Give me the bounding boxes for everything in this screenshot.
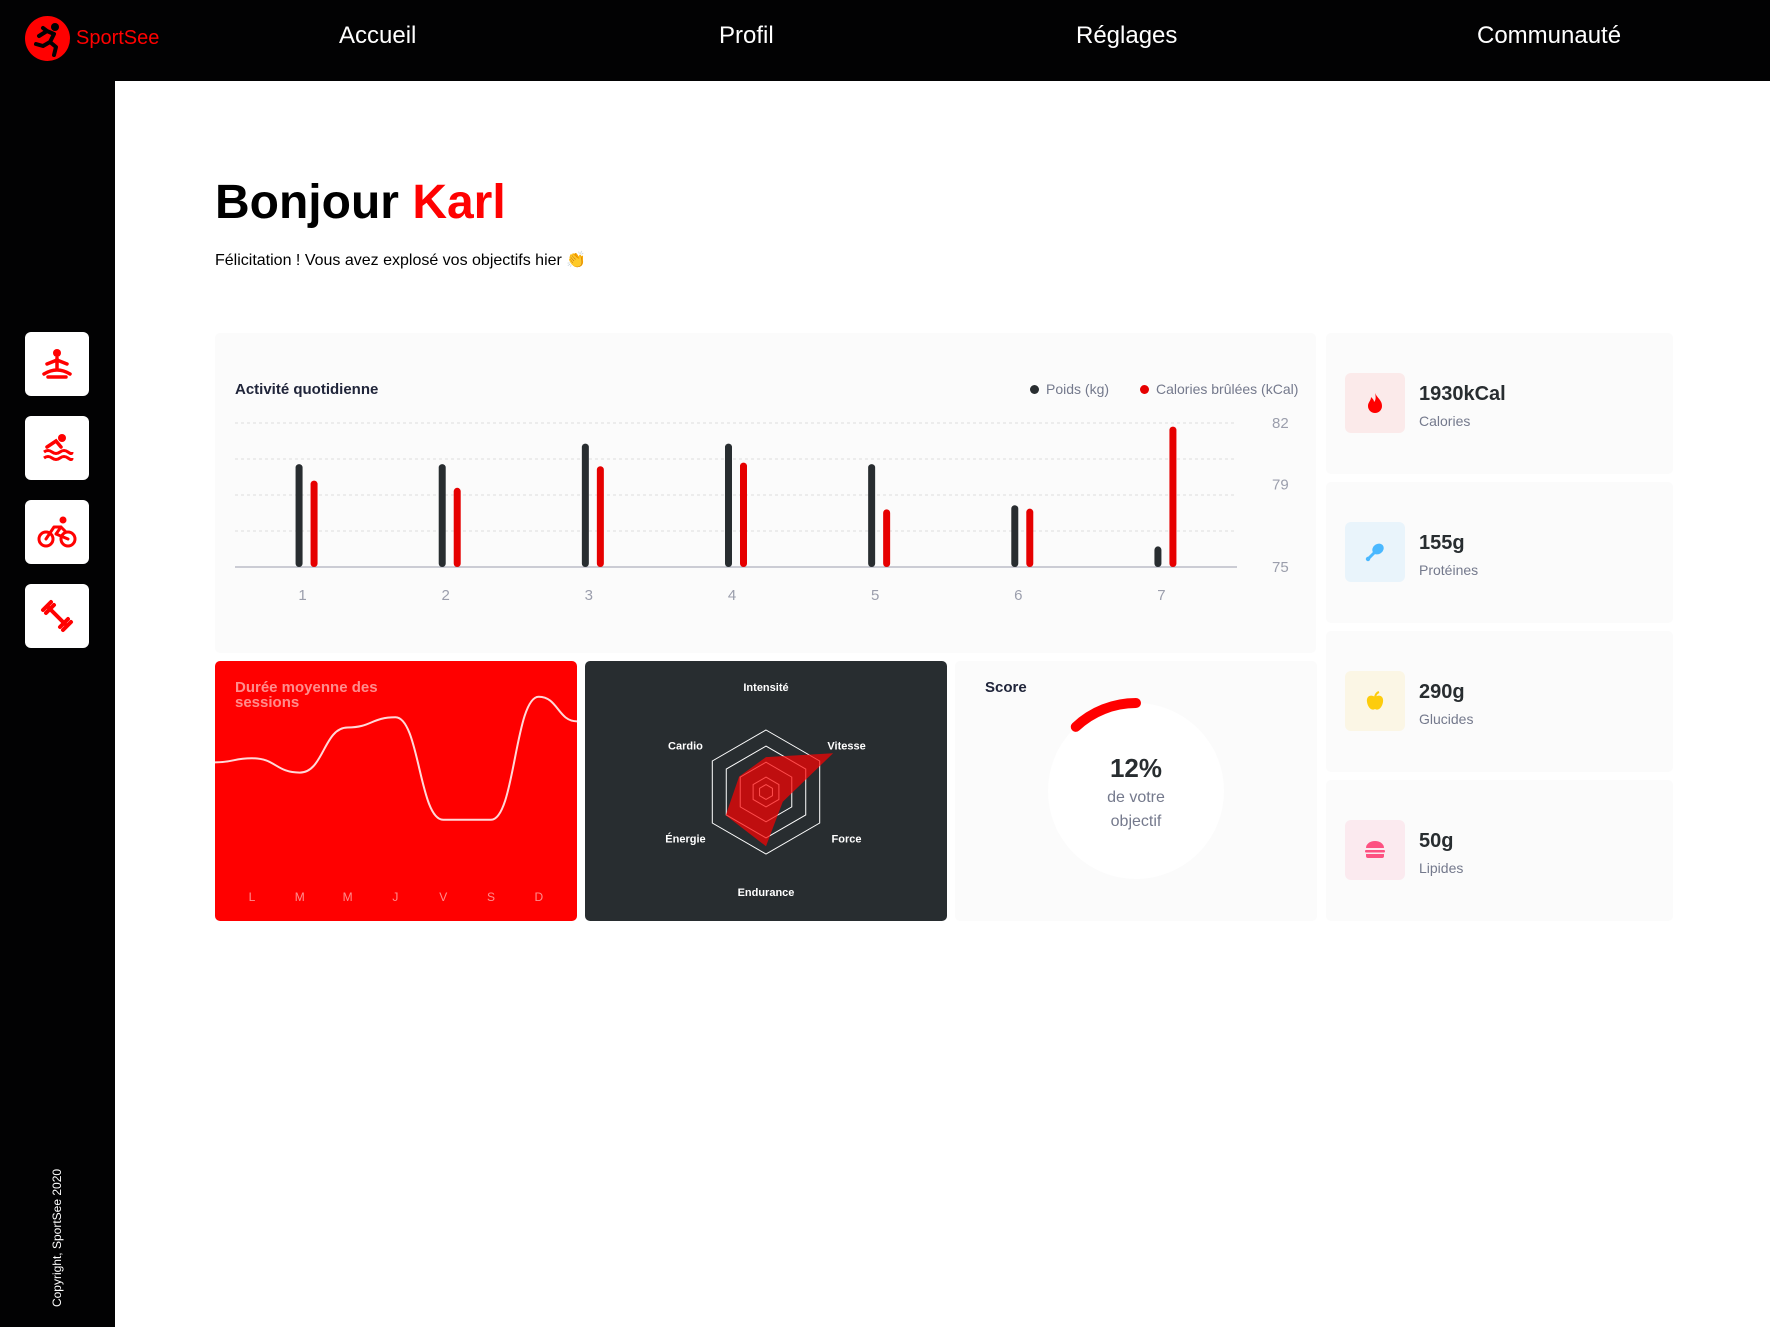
calories-value: 1930kCal <box>1419 383 1506 405</box>
key-card-carbs: 290g Glucides <box>1326 631 1673 772</box>
logo[interactable]: SportSee <box>25 15 159 61</box>
proteins-label: Protéines <box>1419 562 1479 578</box>
key-card-calories: 1930kCal Calories <box>1326 333 1673 474</box>
nav-communaute[interactable]: Communauté <box>1477 22 1622 49</box>
nav-accueil[interactable]: Accueil <box>339 22 417 49</box>
carbs-value: 290g <box>1419 681 1465 703</box>
score-line1: de votre <box>1107 789 1165 806</box>
legend-calories: Calories brûlées (kCal) <box>1140 381 1298 397</box>
day-label: M <box>343 890 353 904</box>
daily-activity-chart: Activité quotidienne Poids (kg) Calories… <box>215 333 1316 653</box>
radar-axis-label: Cardio <box>668 741 703 753</box>
sidebar-yoga-button[interactable] <box>25 332 89 396</box>
performance-radar-chart: Intensité Vitesse Force Endurance Énergie Car… <box>585 661 947 921</box>
carbs-label: Glucides <box>1419 711 1474 727</box>
weight-bar <box>725 443 732 567</box>
radar-plot: Intensité Vitesse Force Endurance Énergie Car… <box>665 682 865 899</box>
sidebar-dumbbell-button[interactable] <box>25 584 89 648</box>
x-tick-label: 7 <box>1157 587 1165 604</box>
activity-plot: 75 79 82 1 2 3 4 5 6 7 <box>235 415 1289 604</box>
x-tick-label: 6 <box>1014 587 1022 604</box>
key-card-lipids: 50g Lipides <box>1326 780 1673 921</box>
lipids-label: Lipides <box>1419 860 1464 876</box>
yoga-icon <box>42 349 72 379</box>
radar-axis-label: Intensité <box>743 682 788 694</box>
legend-weight: Poids (kg) <box>1030 381 1109 397</box>
day-label: V <box>439 890 447 904</box>
lipids-value: 50g <box>1419 830 1454 852</box>
copyright-text: Copyright, SportSee 2020 <box>50 1168 64 1308</box>
greeting-word: Bonjour <box>215 176 399 229</box>
x-tick-label: 1 <box>298 587 306 604</box>
legend-weight-label: Poids (kg) <box>1046 381 1110 397</box>
x-tick-label: 2 <box>442 587 450 604</box>
radar-area <box>725 753 834 847</box>
apple-icon <box>1345 671 1405 731</box>
weight-bar <box>438 464 446 567</box>
nav-profil[interactable]: Profil <box>719 22 774 49</box>
y-tick-label: 79 <box>1272 477 1289 494</box>
sidebar: Copyright, SportSee 2020 <box>0 81 115 1327</box>
user-name: Karl <box>412 176 506 229</box>
page-title: Bonjour Karl <box>215 175 506 230</box>
calories-bar <box>740 462 747 567</box>
weight-bar <box>868 464 876 567</box>
y-tick-label: 75 <box>1272 559 1289 576</box>
score-line2: objectif <box>1110 813 1162 830</box>
calories-label: Calories <box>1419 413 1471 429</box>
radar-axis-label: Endurance <box>738 887 795 899</box>
weight-bar <box>1154 546 1162 567</box>
x-tick-label: 3 <box>585 587 593 604</box>
chicken-icon <box>1345 522 1405 582</box>
calories-bar <box>453 487 461 567</box>
radar-axis-label: Énergie <box>665 833 705 846</box>
cycling-icon <box>37 516 77 548</box>
score-title: Score <box>985 679 1027 696</box>
calories-bar <box>1026 508 1034 567</box>
day-label: M <box>295 890 305 904</box>
calories-bar <box>310 480 318 567</box>
score-progress-arc <box>1070 698 1141 732</box>
sidebar-cycling-button[interactable] <box>25 500 89 564</box>
weight-bar <box>1011 505 1019 567</box>
score-value: 12% <box>1109 753 1163 783</box>
proteins-value: 155g <box>1419 532 1465 554</box>
top-navbar: SportSee Accueil Profil Réglages Communa… <box>0 0 1770 81</box>
score-chart: Score 12% de votre objectif <box>955 661 1317 921</box>
radar-axis-label: Force <box>832 834 862 846</box>
calories-dot-icon <box>1140 384 1149 394</box>
sessions-title: Durée moyenne des sessions <box>235 679 378 711</box>
key-card-proteins: 155g Protéines <box>1326 482 1673 623</box>
x-tick-label: 5 <box>871 587 879 604</box>
nav-reglages[interactable]: Réglages <box>1076 22 1178 49</box>
calories-bar <box>596 466 604 567</box>
day-label: L <box>249 890 256 904</box>
dumbbell-icon <box>41 600 73 632</box>
score-ring <box>1048 698 1224 879</box>
swimming-icon <box>43 434 74 461</box>
y-tick-label: 82 <box>1272 415 1289 432</box>
x-tick-label: 4 <box>728 587 736 604</box>
weight-dot-icon <box>1030 384 1039 394</box>
calories-bar <box>1169 426 1177 567</box>
cheeseburger-icon <box>1345 820 1405 880</box>
day-label: S <box>487 890 495 904</box>
day-label: D <box>534 890 543 904</box>
legend-calories-label: Calories brûlées (kCal) <box>1156 381 1299 397</box>
weight-bar <box>295 464 303 567</box>
activity-title: Activité quotidienne <box>235 381 379 398</box>
fire-icon <box>1345 373 1405 433</box>
congrats-message: Félicitation ! Vous avez explosé vos obj… <box>215 252 587 269</box>
day-label: J <box>392 890 398 904</box>
sessions-line <box>215 695 577 821</box>
brand-name: SportSee <box>76 26 160 49</box>
radar-axis-label: Vitesse <box>827 741 865 753</box>
calories-bar <box>883 509 891 567</box>
runner-logo-icon <box>25 15 70 61</box>
sidebar-swimming-button[interactable] <box>25 416 89 480</box>
weight-bar <box>581 443 589 567</box>
score-inner-circle <box>1048 703 1224 879</box>
average-sessions-chart: Durée moyenne des sessions L M M J V S D <box>215 661 577 921</box>
